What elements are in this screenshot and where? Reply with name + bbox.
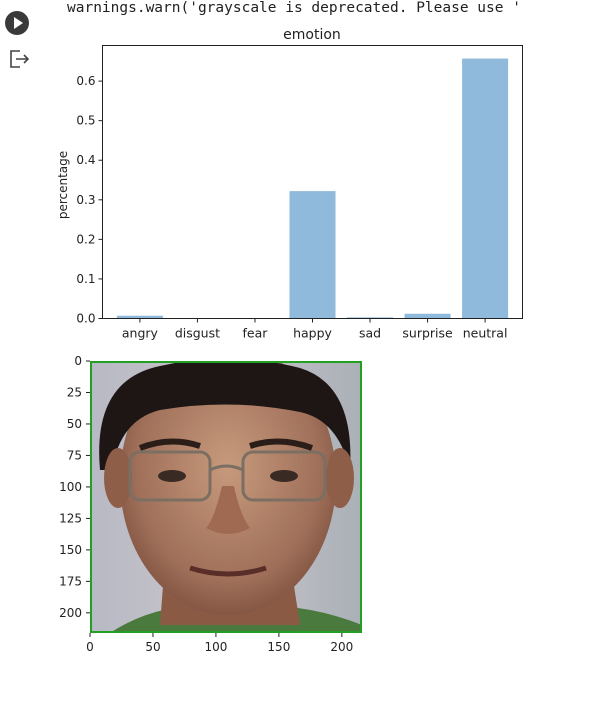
image-y-tick-label: 175: [59, 574, 82, 588]
bar-sad: [347, 317, 394, 319]
image-y-ticks: 0 25 50 75 100 125 150 175 200: [59, 354, 90, 620]
image-x-tick-label: 50: [145, 640, 160, 654]
image-y-tick-label: 150: [59, 543, 82, 557]
cell-gutter: [0, 0, 40, 719]
image-y-tick-label: 0: [74, 354, 82, 368]
y-tick-label: 0.6: [76, 74, 95, 88]
y-tick-label: 0.1: [76, 272, 95, 286]
bar-neutral: [462, 58, 509, 319]
y-tick-label: 0.3: [76, 193, 95, 207]
bar-happy: [289, 191, 336, 319]
y-axis-label: percentage: [56, 151, 70, 219]
x-tick-label-disgust: disgust: [175, 326, 220, 341]
image-x-ticks: 0 50 100 150 200: [86, 633, 353, 654]
y-tick-label: 0.4: [76, 153, 95, 167]
image-y-tick-label: 125: [59, 511, 82, 525]
image-y-tick-label: 200: [59, 606, 82, 620]
y-tick-label: 0.0: [76, 312, 95, 326]
face-photo: [90, 361, 362, 633]
x-tick-label-surprise: surprise: [402, 326, 453, 341]
bar-surprise: [404, 313, 451, 319]
warning-output-text: warnings.warn('grayscale is deprecated. …: [67, 0, 521, 16]
x-tick-label-angry: angry: [122, 326, 159, 341]
emotion-bar-chart: emotion percentage 0.0 0.1 0.2 0.3 0.4 0.5 0.6…: [56, 27, 523, 341]
image-y-tick-label: 50: [67, 417, 82, 431]
image-x-tick-label: 200: [330, 640, 353, 654]
x-tick-label-neutral: neutral: [463, 326, 508, 341]
image-y-tick-label: 25: [67, 385, 82, 399]
x-tick-label-sad: sad: [359, 326, 381, 341]
image-y-tick-label: 100: [59, 480, 82, 494]
chart-title: emotion: [283, 27, 341, 43]
y-tick-label: 0.5: [76, 114, 95, 128]
bar-angry: [116, 315, 163, 319]
x-ticks: angry disgust fear happy sad surprise neutral: [122, 318, 508, 341]
output-redirect-icon[interactable]: [9, 49, 31, 69]
y-ticks: 0.0 0.1 0.2 0.3 0.4 0.5 0.6: [76, 74, 103, 326]
image-x-tick-label: 100: [204, 640, 227, 654]
x-tick-label-happy: happy: [293, 326, 332, 341]
image-x-tick-label: 0: [86, 640, 94, 654]
play-icon[interactable]: [5, 11, 29, 35]
bar-layer: [116, 58, 509, 319]
x-tick-label-fear: fear: [243, 326, 269, 341]
image-y-tick-label: 75: [67, 448, 82, 462]
image-x-tick-label: 150: [267, 640, 290, 654]
plot-frame: [102, 45, 523, 319]
face-bounding-box: [90, 361, 362, 633]
y-tick-label: 0.2: [76, 232, 95, 246]
